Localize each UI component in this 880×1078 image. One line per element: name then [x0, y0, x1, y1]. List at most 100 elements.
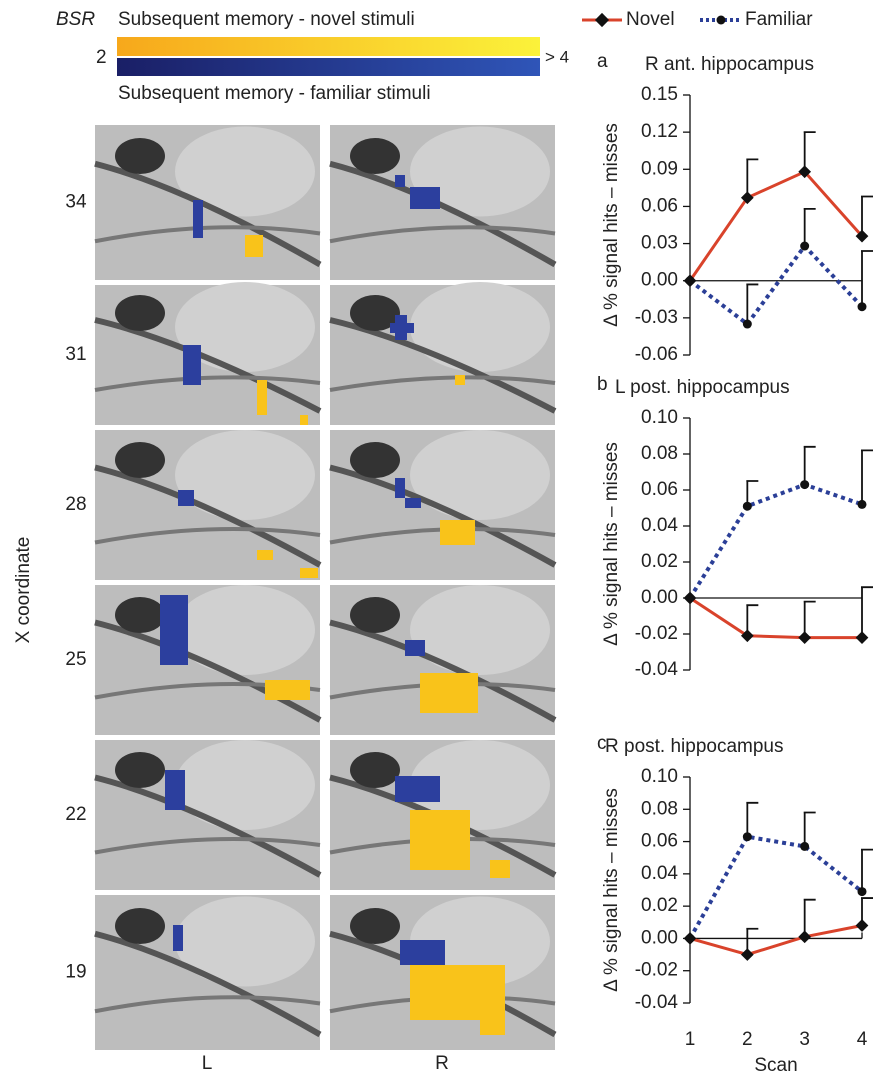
- brain-structure: [94, 225, 321, 244]
- x-axis-label: Scan: [754, 1055, 797, 1076]
- column-label: R: [435, 1053, 449, 1074]
- activation-blob: [410, 187, 440, 209]
- brain-dark: [115, 752, 165, 788]
- marker: [855, 631, 869, 644]
- marker: [857, 499, 867, 509]
- brain-region: [410, 126, 550, 217]
- y-tick-label: -0.03: [635, 307, 678, 328]
- y-tick-label: 0.15: [641, 84, 678, 105]
- brain-structure: [329, 225, 556, 244]
- brain-structure: [94, 930, 322, 1038]
- series-line: [688, 482, 863, 600]
- brain-structure: [329, 375, 556, 392]
- brain-structure: [94, 774, 322, 878]
- chart-title: R post. hippocampus: [605, 736, 784, 757]
- brain-region: [175, 585, 315, 675]
- series-line: [689, 924, 863, 957]
- y-tick-label: -0.02: [635, 960, 678, 981]
- scale-max: > 4: [545, 47, 569, 66]
- series-line: [688, 169, 864, 282]
- error-bar: [861, 848, 873, 892]
- y-tick-label: 0.00: [641, 927, 678, 948]
- activation-blob: [480, 1015, 505, 1035]
- y-tick-label: 0.06: [641, 479, 678, 500]
- y-tick-label: 0.09: [641, 158, 678, 179]
- activation-blob: [420, 673, 478, 713]
- activation-blob: [257, 380, 267, 415]
- row-label: 25: [65, 649, 86, 670]
- y-tick-label: 0.08: [641, 798, 678, 819]
- chart-title: R ant. hippocampus: [645, 54, 814, 75]
- marker: [855, 919, 869, 932]
- activation-blob: [395, 776, 440, 802]
- x-tick-label: 3: [799, 1029, 810, 1050]
- brain-dark: [350, 138, 400, 174]
- y-tick-label: 0.12: [641, 121, 678, 142]
- panel-label: b: [597, 374, 608, 395]
- brain-dark: [115, 295, 165, 331]
- marker: [800, 841, 810, 851]
- x-tick-label: 1: [685, 1029, 696, 1050]
- brain-region: [175, 896, 315, 987]
- marker: [685, 276, 695, 286]
- x-tick-label: 4: [857, 1029, 868, 1050]
- y-tick-label: 0.03: [641, 233, 678, 254]
- row-label: 28: [65, 494, 86, 515]
- y-label: X coordinate: [13, 537, 34, 644]
- y-tick-label: 0.10: [641, 766, 678, 787]
- y-tick-label: 0.10: [641, 407, 678, 428]
- y-tick-label: 0.08: [641, 443, 678, 464]
- activation-blob: [265, 680, 310, 700]
- brain-region: [410, 740, 550, 830]
- error-bar: [803, 208, 816, 247]
- legend-label: Novel: [626, 9, 675, 30]
- panel-label: a: [597, 51, 608, 72]
- error-bar: [803, 811, 816, 847]
- activation-blob: [160, 595, 188, 665]
- chart-title: L post. hippocampus: [615, 377, 790, 398]
- activation-blob: [440, 520, 475, 545]
- brain-dark: [350, 597, 400, 633]
- brain-dark: [115, 597, 165, 633]
- marker: [798, 631, 812, 644]
- row-label: 22: [65, 804, 86, 825]
- marker: [742, 832, 752, 842]
- marker: [857, 887, 867, 897]
- marker: [857, 302, 867, 312]
- activation-blob: [395, 478, 405, 498]
- activation-blob: [395, 175, 405, 187]
- marker: [800, 480, 810, 490]
- activation-blob: [300, 568, 318, 578]
- error-bar: [746, 283, 759, 325]
- row-label: 34: [65, 192, 87, 213]
- colorbar-novel: [117, 37, 540, 56]
- legend: Novel Familiar: [582, 9, 813, 30]
- brain-structure: [94, 527, 321, 545]
- y-tick-label: 0.06: [641, 195, 678, 216]
- x-tick-label: 2: [742, 1029, 753, 1050]
- activation-blob: [405, 498, 421, 508]
- y-axis-label: Δ % signal hits – misses: [601, 123, 622, 327]
- brain-region: [175, 430, 315, 520]
- brain-dark: [350, 908, 400, 944]
- error-bar: [861, 195, 873, 237]
- brain-dark: [350, 295, 400, 331]
- row-label: 19: [65, 962, 86, 983]
- brain-region: [175, 282, 315, 372]
- legend-marker: [594, 12, 610, 28]
- scale-min: 2: [96, 47, 107, 68]
- error-bar: [803, 131, 816, 172]
- familiar-label: Subsequent memory - familiar stimuli: [118, 83, 431, 104]
- brain-dark: [350, 442, 400, 478]
- activation-blob: [257, 550, 273, 560]
- marker: [800, 241, 810, 251]
- brain-region: [175, 126, 315, 217]
- brain-dark: [115, 908, 165, 944]
- y-tick-label: 0.02: [641, 895, 678, 916]
- activation-blob: [178, 490, 194, 506]
- y-tick-label: 0.02: [641, 551, 678, 572]
- scale-label: BSR: [56, 9, 95, 30]
- brain-region: [175, 740, 315, 830]
